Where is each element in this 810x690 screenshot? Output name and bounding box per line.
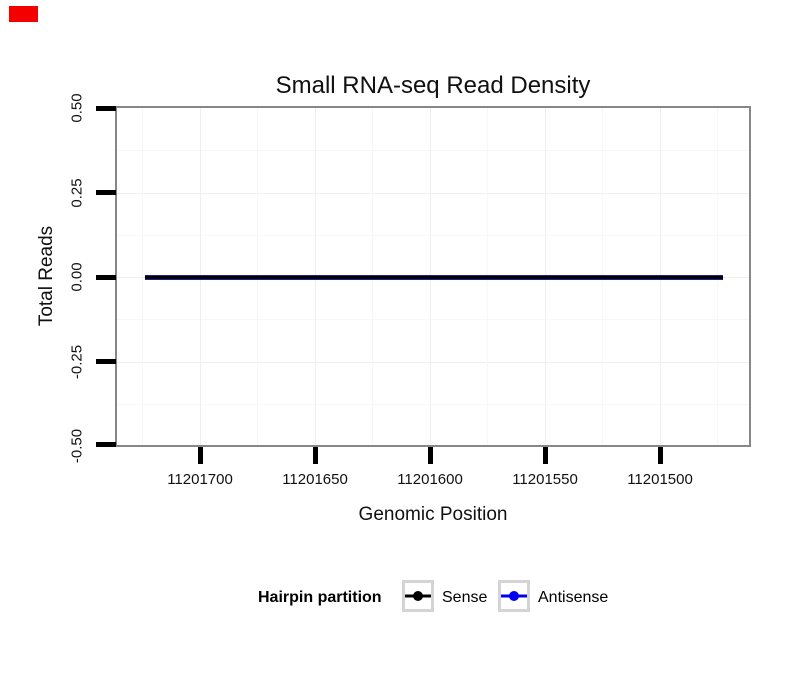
legend-label-antisense: Antisense [538,589,609,606]
y-tick-label: 0.50 [68,93,86,123]
x-tick-label: 11201700 [167,471,233,488]
legend-label-sense: Sense [442,589,488,606]
y-tick-label: 0.25 [68,178,86,208]
x-tick-label: 11201600 [397,471,463,488]
x-tick-mark [543,447,548,464]
gridline-h-major [117,193,749,194]
y-tick-mark [96,106,116,111]
gridline-h-minor [117,319,749,320]
x-tick-mark [658,447,663,464]
y-tick-label: -0.50 [68,428,86,464]
legend-key-sense [402,580,434,612]
x-tick-label: 11201500 [627,471,693,488]
x-tick-mark [313,447,318,464]
red-marker [9,6,38,22]
y-tick-mark [96,359,116,364]
sense-point-icon [413,591,423,601]
gridline-v-minor [142,108,143,445]
y-axis-title: Total Reads [36,225,57,327]
legend-title: Hairpin partition [258,589,382,606]
x-tick-label: 11201650 [282,471,348,488]
gridline-h-minor [117,235,749,236]
y-tick-mark [96,190,116,195]
gridline-h-minor [117,150,749,151]
y-tick-label: 0.00 [68,262,86,292]
chart-title: Small RNA-seq Read Density [275,72,591,99]
x-tick-mark [428,447,433,464]
gridline-h-minor [117,404,749,405]
y-tick-mark [96,275,116,280]
y-tick-label: -0.25 [68,344,86,380]
antisense-point-icon [509,591,519,601]
plot-panel [115,106,751,447]
x-axis-title: Genomic Position [358,504,508,525]
legend-key-antisense [498,580,530,612]
y-tick-mark [96,442,116,447]
x-tick-label: 11201550 [512,471,578,488]
x-tick-mark [198,447,203,464]
gridline-h-major [117,362,749,363]
sense-series-line [145,276,723,279]
